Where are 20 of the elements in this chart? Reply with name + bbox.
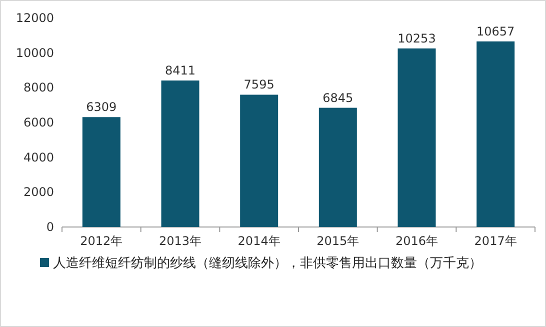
x-tick-label: 2012年 [80, 234, 123, 248]
y-tick-label: 6000 [23, 116, 54, 130]
data-label: 10657 [476, 24, 515, 38]
y-tick-label: 0 [46, 220, 54, 234]
data-label: 6845 [322, 90, 354, 105]
y-tick-label: 12000 [16, 11, 54, 25]
data-label: 6309 [86, 100, 117, 114]
y-tick-label: 10000 [16, 46, 54, 60]
x-tick-label: 2013年 [158, 234, 202, 248]
data-label: 10253 [398, 31, 436, 46]
data-label: 7595 [244, 78, 274, 92]
x-tick-label: 2015年 [316, 234, 360, 248]
x-tick-label: 2014年 [238, 234, 280, 248]
y-tick-label: 4000 [23, 150, 54, 164]
y-tick-label: 2000 [23, 185, 54, 200]
y-tick-label: 8000 [23, 80, 54, 95]
data-label: 8411 [164, 64, 196, 78]
x-tick-label: 2016年 [395, 234, 438, 248]
x-tick-label: 2017年 [474, 234, 517, 248]
legend-label: 人造纤维短纤纺制的纱线（缝纫线除外），非供零售用出口数量（万千克） [53, 256, 482, 271]
